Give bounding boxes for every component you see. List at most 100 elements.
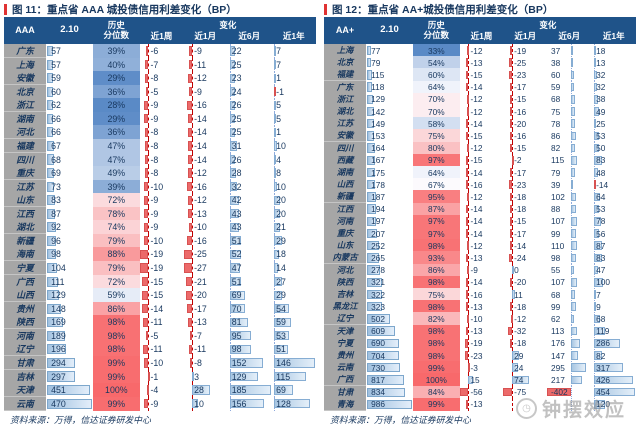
change-y1-cell: 5 <box>274 98 282 113</box>
change-databar <box>509 180 513 190</box>
change-databar <box>143 317 149 327</box>
change-databar <box>229 100 236 110</box>
zero-axis-line <box>192 98 194 113</box>
zero-axis-line <box>192 166 194 181</box>
zero-axis-line <box>468 141 470 155</box>
change-m6-cell: 24 <box>229 84 242 99</box>
value-databar <box>367 277 382 288</box>
change-databar <box>594 131 599 141</box>
zero-axis-line <box>512 397 514 411</box>
zero-axis-line <box>512 80 514 94</box>
zero-axis-line <box>148 125 150 140</box>
change-databar <box>509 119 513 128</box>
zero-axis-line <box>468 324 470 338</box>
change-databar <box>594 143 599 153</box>
zero-axis-line <box>192 71 194 86</box>
zero-axis-line <box>512 44 514 57</box>
change-y1-cell: 29 <box>274 288 286 303</box>
zero-axis-line <box>148 44 150 58</box>
change-databar <box>229 331 251 341</box>
change-databar <box>512 290 515 299</box>
change-databar <box>466 131 469 141</box>
zero-axis-line <box>192 179 194 194</box>
table-row: 宁夏 690 98% -19 -18 176 286 <box>324 336 636 350</box>
change-databar <box>188 73 193 83</box>
change-databar <box>229 236 241 246</box>
zero-axis-line <box>192 138 194 153</box>
percentile-cell: 72% <box>92 193 140 208</box>
value-databar <box>47 181 55 192</box>
zero-axis-line <box>512 68 514 82</box>
change-m1-cell: -17 <box>503 80 547 94</box>
change-w1-cell: -14 <box>460 117 504 131</box>
table-row: 陕西 169 98% -11 -13 81 59 <box>4 315 316 330</box>
change-y1-cell: 7 <box>594 288 601 302</box>
spread-value-cell: 175 <box>366 166 413 179</box>
change-databar <box>229 358 264 368</box>
percentile-cell: 98% <box>412 275 460 289</box>
change-w1-cell: -14 <box>140 301 184 316</box>
change-databar <box>188 168 193 178</box>
province-cell: 云南 <box>4 396 47 411</box>
percentile-cell: 86% <box>92 301 140 316</box>
change-m1-cell: -32 <box>503 324 547 338</box>
change-databar <box>274 358 316 368</box>
table-row: 甘肃 294 99% -10 -8 152 146 <box>4 355 316 370</box>
zero-axis-line <box>148 328 150 343</box>
value-databar <box>367 155 375 165</box>
change-databar <box>147 371 150 382</box>
change-databar <box>512 375 530 385</box>
change-databar <box>274 331 289 341</box>
change-y1-cell: 27 <box>274 274 286 289</box>
province-cell: 天津 <box>4 383 47 398</box>
percentile-header-line1: 历史 <box>107 19 125 30</box>
change-databar <box>467 265 470 275</box>
change-databar <box>229 59 236 70</box>
zero-axis-line <box>512 190 514 204</box>
value-databar <box>47 398 93 409</box>
spread-value-cell: 817 <box>366 373 413 386</box>
table-row: 上海 77 33% -12 -19 37 18 <box>324 44 636 57</box>
change-m6-cell <box>547 397 591 411</box>
percentile-cell: 39% <box>92 179 140 194</box>
table-row: 浙江 62 28% -9 -16 26 5 <box>4 98 316 113</box>
change-m6-cell: 22 <box>229 44 242 58</box>
zero-axis-line <box>148 193 150 208</box>
spread-value-cell: 197 <box>366 215 413 228</box>
change-m1-cell: -25 <box>183 247 227 262</box>
zero-axis-line <box>468 300 470 314</box>
change-w1-cell: -12 <box>460 239 504 253</box>
spread-value-cell: 704 <box>366 349 413 362</box>
spread-value-cell: 69 <box>46 166 93 180</box>
change-databar <box>466 217 469 226</box>
table-row: 北京 79 54% -13 -25 38 13 <box>324 56 636 70</box>
change-databar <box>510 229 513 238</box>
zero-axis-line <box>468 202 470 216</box>
province-cell: 重庆 <box>324 227 367 241</box>
change-databar <box>510 241 513 251</box>
change-w1-cell: 15 <box>468 373 480 387</box>
change-y1-cell: 8 <box>274 166 282 181</box>
change-m6-cell: 43 <box>229 206 242 221</box>
change-databar <box>187 154 193 165</box>
change-m6-cell: 78 <box>547 117 591 131</box>
zero-axis-line <box>468 153 470 167</box>
change-w1-cell: -6 <box>140 44 184 58</box>
value-databar <box>47 276 58 287</box>
change-databar <box>594 278 604 287</box>
zero-axis-line <box>468 349 470 363</box>
province-cell: 内蒙古 <box>324 251 367 265</box>
change-m1-cell: -18 <box>503 300 547 314</box>
province-cell: 黑龙江 <box>324 300 367 314</box>
change-w1-cell: -8 <box>140 71 184 86</box>
province-cell: 江苏 <box>324 117 367 131</box>
percentile-cell: 97% <box>412 153 460 167</box>
value-databar <box>47 303 62 314</box>
change-databar <box>571 326 577 336</box>
zero-axis-line <box>512 324 514 338</box>
change-w1-cell: -9 <box>140 206 184 221</box>
change-m6-cell: 51 <box>229 233 242 248</box>
value-databar <box>367 45 371 56</box>
table-row: 广东 57 39% -6 -9 22 7 <box>4 44 316 58</box>
spread-value-cell: 187 <box>366 190 413 203</box>
